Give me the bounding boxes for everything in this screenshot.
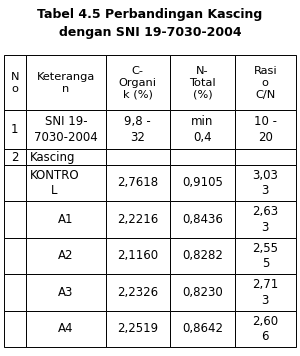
Bar <box>235 274 296 310</box>
Bar <box>170 310 235 347</box>
Text: Rasi
o
C/N: Rasi o C/N <box>254 66 277 100</box>
Bar <box>106 238 170 274</box>
Text: 0,8282: 0,8282 <box>182 249 223 262</box>
Bar <box>235 238 296 274</box>
Text: 2: 2 <box>11 151 19 163</box>
Text: A4: A4 <box>58 322 74 335</box>
Bar <box>106 274 170 310</box>
Bar <box>235 165 296 201</box>
Bar <box>4 55 26 110</box>
Text: 2,60
6: 2,60 6 <box>252 315 278 343</box>
Text: 2,63
3: 2,63 3 <box>252 205 278 234</box>
Text: 2,71
3: 2,71 3 <box>252 278 278 307</box>
Text: 2,2326: 2,2326 <box>117 286 158 299</box>
Bar <box>235 55 296 110</box>
Bar <box>170 238 235 274</box>
Bar <box>4 201 26 238</box>
Text: dengan SNI 19-7030-2004: dengan SNI 19-7030-2004 <box>59 26 241 38</box>
Bar <box>26 110 106 150</box>
Text: SNI 19-
7030-2004: SNI 19- 7030-2004 <box>34 115 98 144</box>
Text: 2,55
5: 2,55 5 <box>252 242 278 270</box>
Bar <box>170 150 235 165</box>
Bar <box>170 274 235 310</box>
Bar <box>26 274 106 310</box>
Text: 2,2216: 2,2216 <box>117 213 158 226</box>
Text: 2,2519: 2,2519 <box>117 322 158 335</box>
Text: 1: 1 <box>11 123 19 136</box>
Text: 10 -
20: 10 - 20 <box>254 115 277 144</box>
Text: 3,03
3: 3,03 3 <box>252 169 278 197</box>
Bar <box>106 110 170 150</box>
Bar <box>4 150 26 165</box>
Bar <box>170 165 235 201</box>
Text: 2,1160: 2,1160 <box>117 249 158 262</box>
Text: 0,8436: 0,8436 <box>182 213 223 226</box>
Text: C-
Organi
k (%): C- Organi k (%) <box>119 66 157 100</box>
Bar <box>26 238 106 274</box>
Text: Keteranga
n: Keteranga n <box>37 72 95 94</box>
Text: 0,8642: 0,8642 <box>182 322 223 335</box>
Text: 2,7618: 2,7618 <box>117 176 158 189</box>
Bar <box>170 201 235 238</box>
Bar <box>106 310 170 347</box>
Bar <box>170 110 235 150</box>
Bar <box>106 165 170 201</box>
Text: 0,8230: 0,8230 <box>182 286 223 299</box>
Bar <box>106 150 170 165</box>
Text: A2: A2 <box>58 249 74 262</box>
Text: A3: A3 <box>58 286 74 299</box>
Bar <box>106 55 170 110</box>
Text: KONTRO
L: KONTRO L <box>30 169 79 197</box>
Text: A1: A1 <box>58 213 74 226</box>
Bar <box>106 201 170 238</box>
Bar <box>4 165 26 201</box>
Text: 0,9105: 0,9105 <box>182 176 223 189</box>
Bar <box>26 150 106 165</box>
Bar <box>4 274 26 310</box>
Bar <box>4 110 26 150</box>
Bar <box>26 165 106 201</box>
Bar <box>26 201 106 238</box>
Bar <box>170 55 235 110</box>
Bar <box>4 310 26 347</box>
Bar <box>26 310 106 347</box>
Bar <box>235 110 296 150</box>
Bar <box>4 238 26 274</box>
Text: Kascing: Kascing <box>30 151 75 163</box>
Text: Tabel 4.5 Perbandingan Kascing: Tabel 4.5 Perbandingan Kascing <box>38 9 262 21</box>
Bar <box>235 150 296 165</box>
Text: 9,8 -
32: 9,8 - 32 <box>124 115 151 144</box>
Bar <box>235 201 296 238</box>
Text: N-
Total
(%): N- Total (%) <box>189 66 216 100</box>
Text: min
0,4: min 0,4 <box>191 115 214 144</box>
Bar <box>235 310 296 347</box>
Text: N
o: N o <box>11 72 19 94</box>
Bar <box>26 55 106 110</box>
